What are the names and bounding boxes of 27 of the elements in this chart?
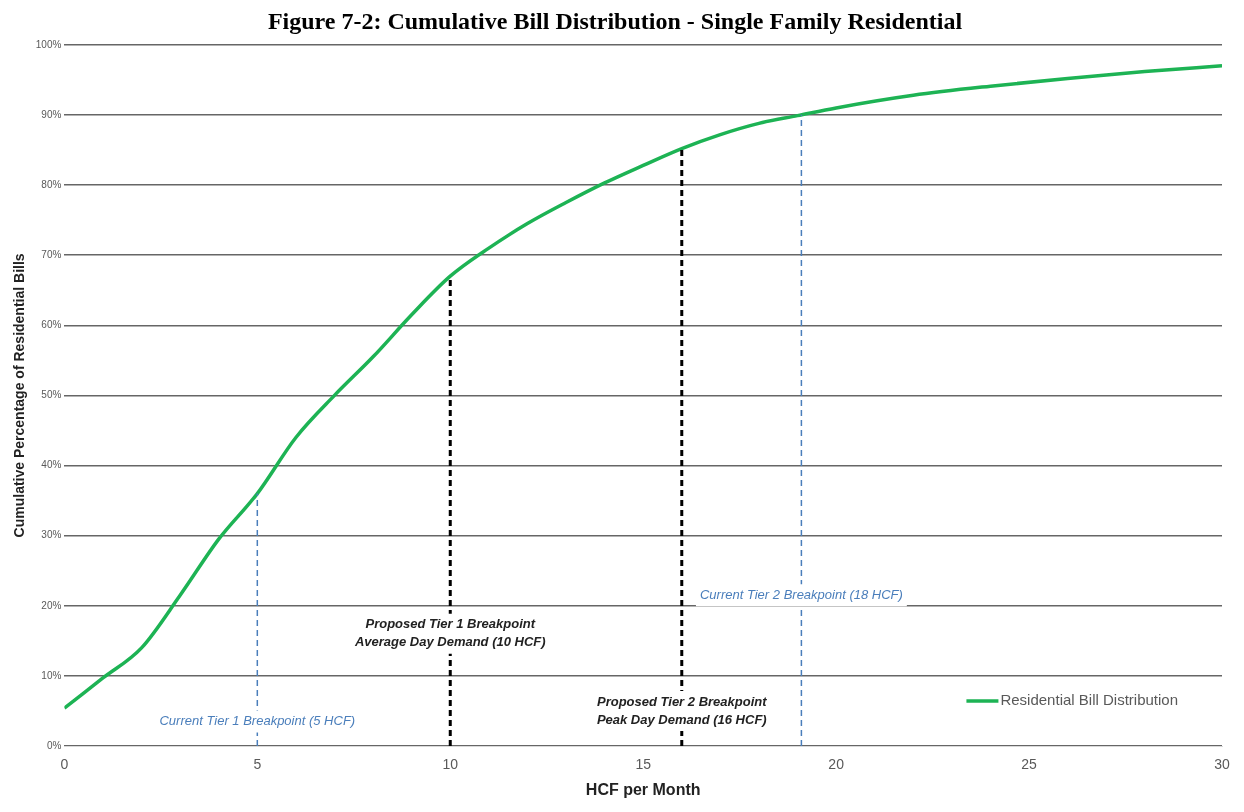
ref-line-label: Proposed Tier 1 Breakpoint Average Day Demand (10 HCF) [353, 616, 546, 650]
ref-line-label: Current Tier 1 Breakpoint (5 HCF) [159, 713, 356, 729]
y-tick-label: 20% [41, 599, 62, 611]
legend-label: Residential Bill Distribution [1000, 691, 1178, 709]
ref-line-label: Proposed Tier 2 Breakpoint Peak Day Demand (16 HCF) [596, 693, 768, 727]
y-tick-label: 70% [41, 248, 62, 260]
y-tick-label: 90% [41, 108, 62, 120]
y-tick-label: 10% [41, 669, 62, 681]
y-tick-label: 0% [46, 739, 62, 751]
y-tick-label: 80% [41, 178, 62, 190]
x-tick-label: 25 [1021, 756, 1038, 773]
ref-line-label: Current Tier 2 Breakpoint (18 HCF) [699, 586, 903, 602]
y-tick-label: 100% [35, 38, 62, 50]
x-tick-label: 10 [442, 756, 459, 773]
x-tick-label: 20 [828, 756, 845, 773]
chart-title: Figure 7-2: Cumulative Bill Distribution - Single Family Residential [267, 7, 963, 34]
y-tick-label: 60% [41, 319, 62, 331]
x-tick-label: 0 [60, 756, 69, 773]
y-tick-label: 40% [41, 459, 62, 471]
y-tick-label: 50% [41, 389, 62, 401]
x-tick-label: 5 [253, 756, 262, 773]
x-axis-title: HCF per Month [585, 780, 701, 798]
y-tick-label: 30% [41, 529, 62, 541]
x-tick-label: 15 [635, 756, 652, 773]
x-tick-label: 30 [1214, 756, 1230, 773]
y-axis-title: Cumulative Percentage of Residential Bills [11, 253, 28, 538]
line-series [64, 64, 1222, 710]
